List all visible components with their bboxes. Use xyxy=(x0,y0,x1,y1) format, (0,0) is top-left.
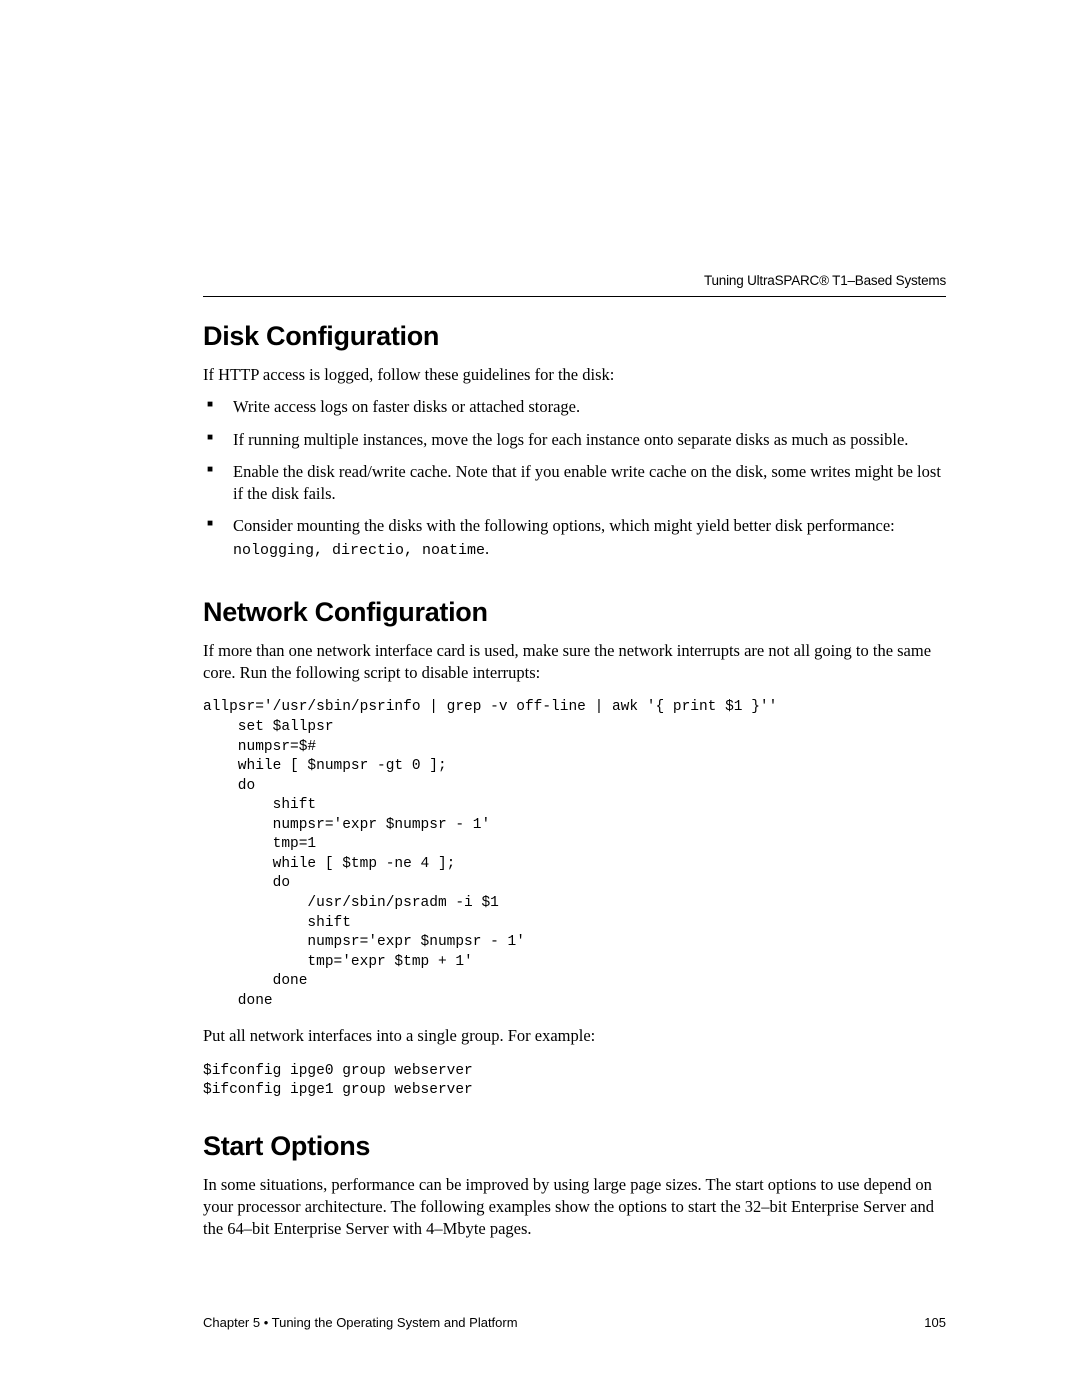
header-rule xyxy=(203,296,946,297)
heading-disk-configuration: Disk Configuration xyxy=(203,321,946,352)
page-footer: Chapter 5 • Tuning the Operating System … xyxy=(203,1315,946,1335)
network-code-1: allpsr='/usr/sbin/psrinfo | grep -v off-… xyxy=(203,698,946,1011)
footer-left: Chapter 5 • Tuning the Operating System … xyxy=(203,1315,518,1330)
disk-bullet-3: Enable the disk read/write cache. Note t… xyxy=(203,461,946,506)
disk-bullet-4-text: Consider mounting the disks with the fol… xyxy=(233,516,895,535)
disk-bullet-4-code: nologging, directio, noatime xyxy=(233,542,485,559)
network-intro: If more than one network interface card … xyxy=(203,640,946,685)
network-mid: Put all network interfaces into a single… xyxy=(203,1025,946,1047)
disk-bullet-2: If running multiple instances, move the … xyxy=(203,429,946,451)
page: Tuning UltraSPARC® T1–Based Systems Disk… xyxy=(0,0,1080,1397)
heading-network-configuration: Network Configuration xyxy=(203,597,946,628)
footer-page-number: 105 xyxy=(924,1315,946,1330)
disk-intro: If HTTP access is logged, follow these g… xyxy=(203,364,946,386)
heading-start-options: Start Options xyxy=(203,1131,946,1162)
start-intro: In some situations, performance can be i… xyxy=(203,1174,946,1241)
running-head: Tuning UltraSPARC® T1–Based Systems xyxy=(704,273,946,288)
disk-bullet-4-post: . xyxy=(485,539,489,558)
disk-bullet-4: Consider mounting the disks with the fol… xyxy=(203,515,946,561)
disk-bullet-1: Write access logs on faster disks or att… xyxy=(203,396,946,418)
disk-bullet-list: Write access logs on faster disks or att… xyxy=(203,396,946,561)
network-code-2: $ifconfig ipge0 group webserver $ifconfi… xyxy=(203,1062,946,1101)
